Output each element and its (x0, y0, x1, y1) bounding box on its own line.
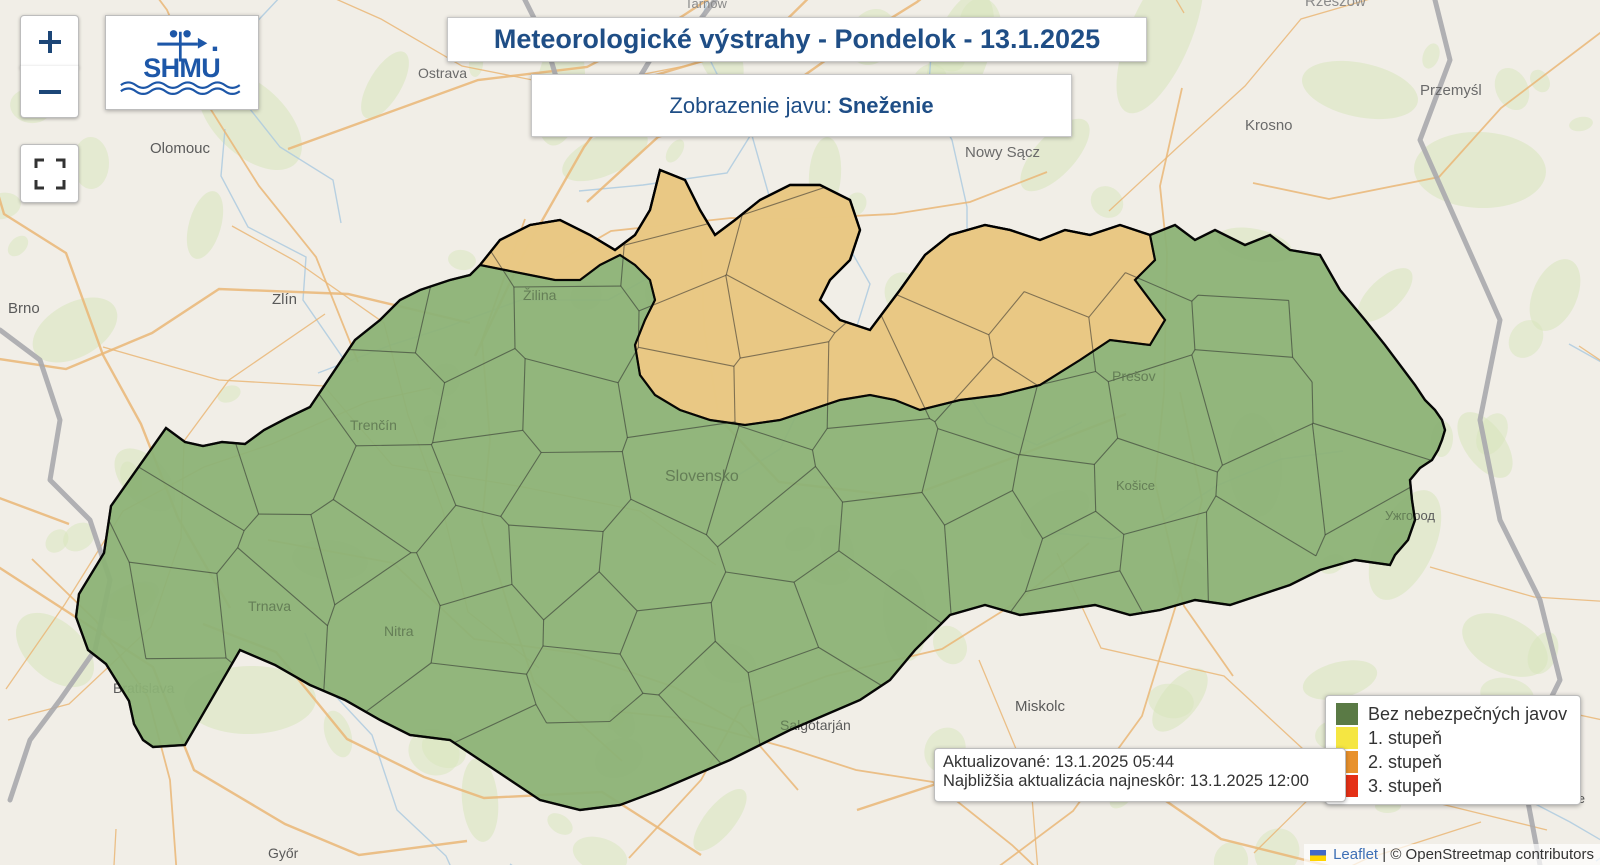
svg-text:Győr: Győr (268, 845, 299, 861)
svg-text:Krosno: Krosno (1245, 117, 1293, 134)
svg-text:SHMU: SHMU (143, 53, 220, 83)
svg-text:Prešov: Prešov (1112, 368, 1156, 384)
svg-text:Tarnów: Tarnów (685, 0, 728, 11)
svg-text:Zlín: Zlín (272, 291, 297, 308)
svg-text:Ostrava: Ostrava (418, 65, 467, 81)
svg-text:Miskolc: Miskolc (1015, 698, 1066, 715)
svg-text:Žilina: Žilina (523, 287, 557, 303)
svg-text:Rzeszow: Rzeszow (1305, 0, 1366, 10)
svg-text:Slovensko: Slovensko (665, 468, 739, 485)
svg-text:Przemyśl: Przemyśl (1420, 82, 1482, 99)
svg-text:Košice: Košice (1116, 478, 1155, 493)
svg-text:Trnava: Trnava (248, 598, 291, 614)
svg-text:Nowy Sącz: Nowy Sącz (965, 144, 1040, 161)
svg-text:Olomouc: Olomouc (150, 140, 211, 157)
svg-text:Brno: Brno (8, 300, 40, 317)
svg-text:Trenčín: Trenčín (350, 417, 397, 433)
svg-text:Nitra: Nitra (384, 623, 414, 639)
